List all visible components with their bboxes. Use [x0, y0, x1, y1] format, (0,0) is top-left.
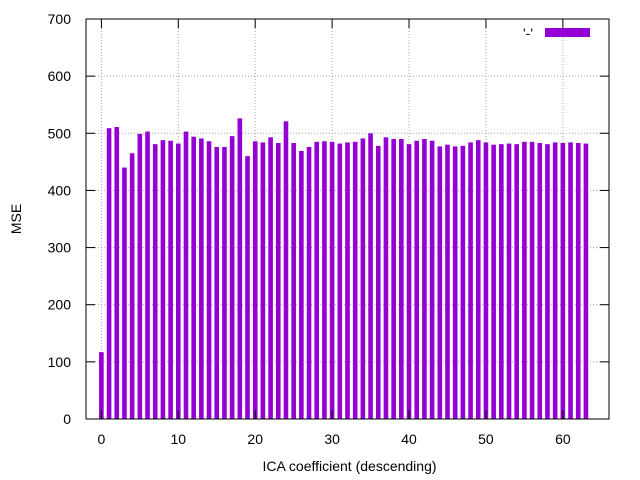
bar [452, 146, 458, 419]
y-tick-label: 300 [48, 240, 72, 256]
bar [560, 143, 566, 419]
y-tick-label: 500 [48, 125, 72, 141]
bar [206, 141, 212, 420]
bar [499, 144, 504, 419]
bar [99, 352, 104, 419]
bar [522, 141, 527, 419]
y-tick-label: 700 [48, 11, 72, 27]
x-tick-label: 20 [247, 431, 263, 447]
bar [199, 138, 204, 419]
bar [229, 136, 235, 419]
legend-swatch [545, 28, 590, 37]
bar [345, 142, 350, 419]
bar [475, 140, 481, 419]
bar [252, 141, 258, 420]
y-tick-label: 100 [48, 354, 72, 370]
bar [268, 137, 273, 420]
bar [106, 128, 112, 419]
bar [414, 140, 420, 419]
bar [445, 144, 450, 419]
bar [483, 142, 489, 419]
bar [299, 151, 304, 419]
bar [529, 141, 535, 419]
bar [168, 140, 173, 419]
bar [468, 142, 473, 419]
bar [429, 140, 435, 419]
x-tick-label: 50 [478, 431, 494, 447]
bar [437, 146, 443, 419]
bar [583, 143, 589, 420]
bar [183, 131, 189, 420]
bar [114, 127, 120, 419]
x-tick-label: 60 [555, 431, 571, 447]
bar [314, 141, 320, 419]
y-axis-label: MSE [8, 204, 24, 234]
bar [506, 143, 512, 420]
bar [406, 144, 412, 419]
y-tick-label: 0 [63, 411, 71, 427]
bar [275, 143, 281, 419]
bar [460, 145, 466, 419]
bar [191, 136, 196, 419]
bar [552, 142, 558, 419]
x-tick-label: 30 [324, 431, 340, 447]
bar [352, 141, 358, 419]
plot-border [85, 18, 610, 420]
bar [368, 133, 373, 420]
y-tick-label: 400 [48, 182, 72, 198]
bar [129, 153, 135, 420]
bar [237, 118, 243, 419]
y-tick-label: 200 [48, 297, 72, 313]
bar [122, 167, 127, 419]
bar [283, 121, 289, 420]
bars [99, 118, 589, 420]
bar [491, 144, 496, 419]
bar [322, 141, 327, 420]
bar [391, 139, 396, 419]
bar [160, 140, 166, 419]
bar [329, 141, 335, 419]
x-tick-label: 40 [401, 431, 417, 447]
bar [175, 143, 181, 420]
bar [214, 147, 220, 419]
legend-label: '-' [523, 25, 533, 41]
bar [575, 143, 581, 419]
bar [383, 137, 389, 420]
y-tick-label: 600 [48, 68, 72, 84]
bar [306, 147, 312, 419]
bar [222, 147, 227, 419]
legend: '-' [523, 25, 590, 41]
bar [291, 143, 296, 419]
bar [568, 142, 573, 419]
bar [245, 156, 250, 419]
bar [152, 144, 158, 419]
bar [399, 139, 404, 419]
bar [422, 139, 427, 419]
x-tick-label: 0 [97, 431, 105, 447]
bar [545, 144, 550, 419]
bar [514, 144, 520, 419]
bar [337, 143, 343, 420]
bar [145, 131, 150, 420]
x-tick-label: 10 [171, 431, 187, 447]
ticks: 0 100 200 300 400 500 600 700 0 10 20 30 40 50 60 [48, 11, 609, 447]
bar [137, 133, 143, 419]
x-axis-label: ICA coefficient (descending) [262, 458, 436, 474]
bar [537, 143, 543, 419]
bar [260, 142, 266, 419]
bar [360, 138, 366, 419]
bar [375, 145, 381, 419]
